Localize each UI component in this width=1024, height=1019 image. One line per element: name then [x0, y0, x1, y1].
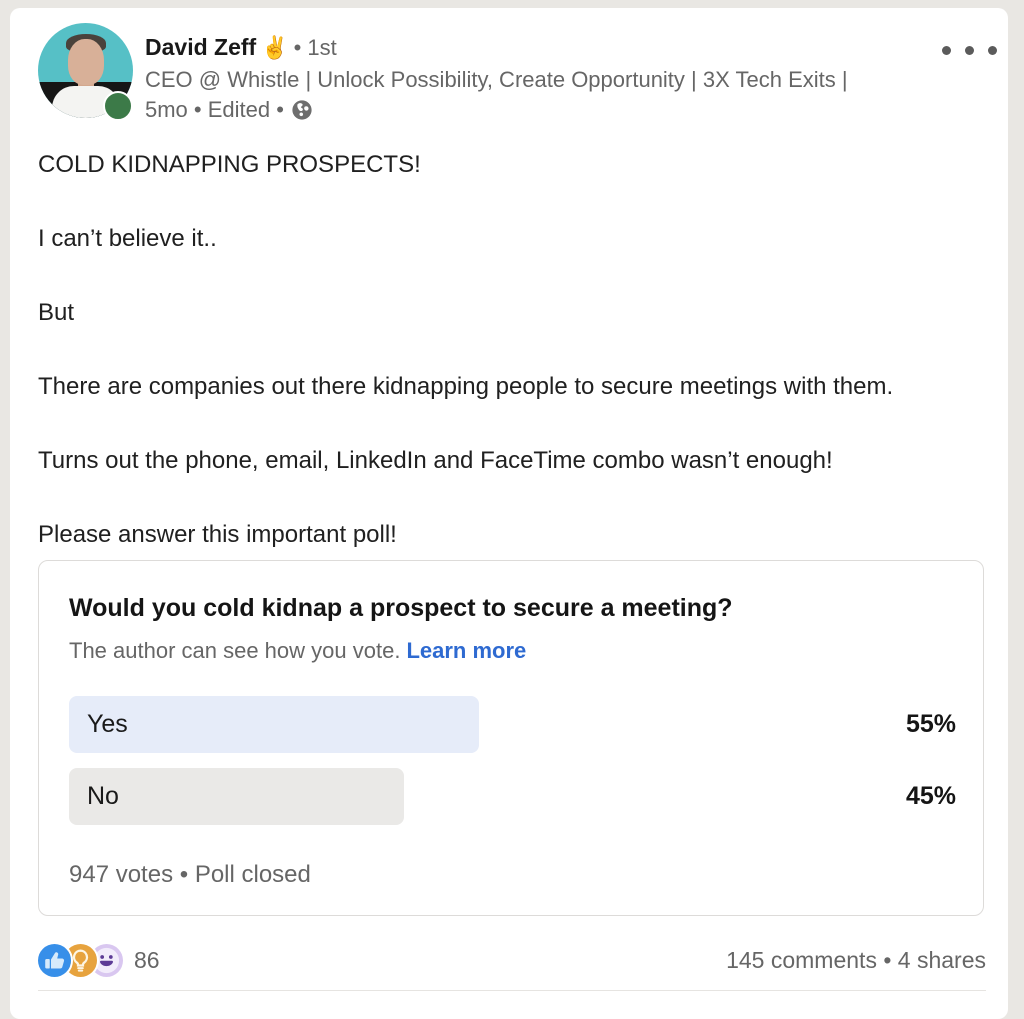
- poll-option-no: No 45%: [69, 768, 956, 825]
- reactions-cluster[interactable]: 86: [38, 944, 160, 977]
- poll-disclaimer: The author can see how you vote.: [69, 638, 401, 663]
- poll-bar-yes: [69, 696, 479, 753]
- victory-hand-emoji: ✌️: [261, 35, 289, 60]
- like-icon: [38, 944, 71, 977]
- post-paragraph: But: [38, 299, 75, 326]
- learn-more-link[interactable]: Learn more: [406, 638, 527, 663]
- post-card: David Zeff ✌️ • 1st CEO @ Whistle | Unlock…: [10, 8, 1008, 1019]
- connection-degree: • 1st: [293, 35, 337, 60]
- funny-icon: [90, 944, 123, 977]
- poll-card: Would you cold kidnap a prospect to secu…: [38, 560, 984, 916]
- reaction-count[interactable]: 86: [134, 947, 160, 973]
- post-options-menu-icon[interactable]: [938, 42, 1001, 59]
- post-paragraph: Turns out the phone, email, LinkedIn and…: [38, 447, 833, 474]
- post-meta: 5mo • Edited •: [145, 97, 284, 122]
- social-counts-bar: 86 145 comments • 4 shares: [38, 944, 986, 980]
- avatar-photo-face: [68, 39, 104, 85]
- poll-bar-no: [69, 768, 404, 825]
- poll-options: Yes 55% No 45%: [69, 696, 956, 840]
- post-author-block: David Zeff ✌️ • 1st CEO @ Whistle | Unlock…: [145, 32, 885, 125]
- insightful-icon: [64, 944, 97, 977]
- author-headline: CEO @ Whistle | Unlock Possibility, Crea…: [145, 67, 848, 92]
- post-paragraph: There are companies out there kidnapping…: [38, 373, 894, 400]
- post-paragraph: I can’t believe it..: [38, 225, 217, 252]
- post-paragraph: Please answer this important poll!: [38, 521, 397, 548]
- post-paragraph: COLD KIDNAPPING PROSPECTS!: [38, 151, 421, 178]
- author-name[interactable]: David Zeff: [145, 34, 257, 60]
- post-body: COLD KIDNAPPING PROSPECTS! I can’t belie…: [38, 146, 1000, 590]
- poll-option-label: Yes: [87, 710, 128, 738]
- globe-icon: [291, 99, 313, 121]
- poll-option-percent: 55%: [905, 710, 956, 738]
- poll-question: Would you cold kidnap a prospect to secu…: [69, 594, 733, 622]
- poll-option-percent: 45%: [905, 782, 956, 810]
- poll-summary: 947 votes • Poll closed: [69, 861, 311, 888]
- online-status-dot: [103, 91, 133, 121]
- poll-option-label: No: [87, 782, 119, 810]
- comments-shares-count[interactable]: 145 comments • 4 shares: [726, 947, 986, 973]
- poll-option-yes: Yes 55%: [69, 696, 956, 753]
- footer-divider: [38, 990, 986, 991]
